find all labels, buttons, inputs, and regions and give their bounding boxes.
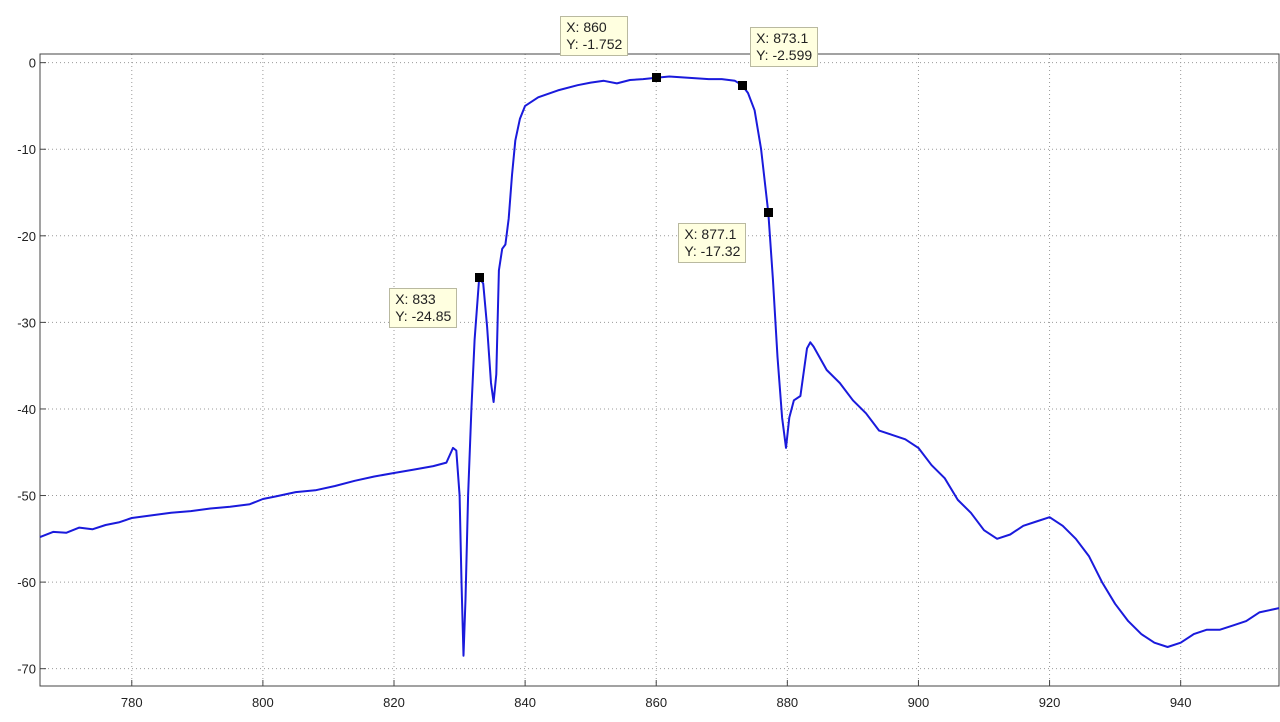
datatip-marker[interactable] [474,273,484,283]
y-tick-label: -40 [17,402,36,417]
datatip-y: Y: -24.85 [395,307,452,324]
y-tick-label: -50 [17,489,36,504]
y-tick-label: -10 [17,142,36,157]
x-tick-label: 820 [383,695,405,710]
y-tick-label: -20 [17,229,36,244]
x-tick-label: 800 [252,695,274,710]
datatip-x: X: 860 [566,18,607,35]
y-tick-label: 0 [29,56,36,71]
x-tick-label: 920 [1039,695,1061,710]
datatip-x: X: 873.1 [756,30,809,47]
datatip-833[interactable]: X: 833 Y: -24.85 [389,287,458,328]
grid-lines [40,54,1279,686]
tick-labels: 780 800 820 840 860 880 900 920 940 0 -10 -20 -30 -40… [17,56,1191,710]
y-tick-label: -70 [17,662,36,677]
datatip-y: Y: -17.32 [684,242,741,259]
datatip-860[interactable]: X: 860 Y: -1.752 [560,15,629,56]
datatip-877[interactable]: X: 877.1 Y: -17.32 [678,222,747,263]
y-tick-label: -60 [17,575,36,590]
x-tick-label: 840 [514,695,536,710]
x-tick-label: 940 [1170,695,1192,710]
datatip-marker[interactable] [763,208,773,218]
axes-box [39,53,1280,687]
x-tick-label: 860 [645,695,667,710]
datatip-x: X: 877.1 [684,225,737,242]
series-line [39,75,1280,657]
x-tick-label: 780 [121,695,143,710]
x-tick-label: 900 [908,695,930,710]
datatip-x: X: 833 [395,290,436,307]
datatip-y: Y: -2.599 [756,47,813,64]
datatip-marker[interactable] [651,73,661,83]
x-tick-label: 880 [776,695,798,710]
datatip-marker[interactable] [737,80,747,90]
datatip-y: Y: -1.752 [566,35,623,52]
datatip-873[interactable]: X: 873.1 Y: -2.599 [750,27,819,68]
y-tick-label: -30 [17,315,36,330]
